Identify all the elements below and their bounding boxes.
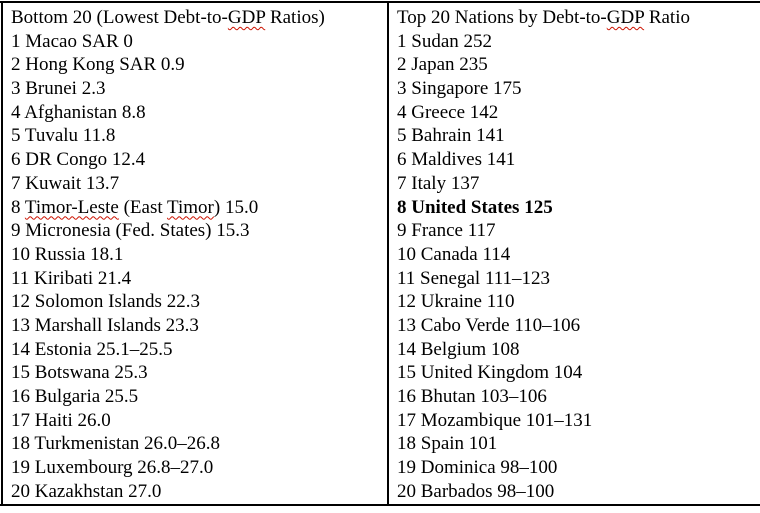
- table-row: 10 Canada 114: [397, 243, 511, 265]
- table-row: 20 Barbados 98–100: [397, 480, 555, 502]
- table-row: 10 Russia 18.1: [11, 243, 124, 265]
- top-20-column: Top 20 Nations by Debt-to-GDP Ratio 1 Sud…: [389, 3, 760, 504]
- table-row: 3 Brunei 2.3: [11, 78, 106, 100]
- table-row: 19 Luxembourg 26.8–27.0: [11, 457, 214, 479]
- table-row: 11 Senegal 111–123: [397, 267, 551, 289]
- table-row: 12 Ukraine 110: [397, 291, 515, 313]
- table-row: 14 Belgium 108: [397, 338, 520, 360]
- spellcheck-underline: GDP: [227, 7, 266, 28]
- table-row: 8 United States 125: [397, 196, 553, 218]
- table-row: 8 Timor-Leste (East Timor) 15.0: [11, 196, 259, 218]
- table-row: 4 Greece 142: [397, 101, 499, 123]
- table-row: 16 Bulgaria 25.5: [11, 386, 139, 407]
- column-header: Top 20 Nations by Debt-to-GDP Ratio: [397, 7, 690, 28]
- table-row: 18 Turkmenistan 26.0–26.8: [11, 433, 221, 455]
- table-row: 7 Kuwait 13.7: [11, 172, 120, 194]
- table-row: 9 France 117: [397, 220, 496, 242]
- table-row: 12 Solomon Islands 22.3: [11, 291, 200, 313]
- table-row: 15 United Kingdom 104: [397, 362, 583, 384]
- bottom-20-column: Bottom 20 (Lowest Debt-to-GDP Ratios) 1 M…: [1, 3, 389, 504]
- table-row: 16 Bhutan 103–106: [397, 386, 547, 407]
- table-row: 11 Kiribati 21.4: [11, 267, 132, 289]
- spellcheck-underline: Timor-Leste: [24, 196, 119, 218]
- table-row: 1 Sudan 252: [397, 30, 492, 52]
- table-row: 5 Tuvalu 11.8: [11, 125, 116, 147]
- table-row: 1 Macao SAR 0: [11, 30, 133, 52]
- table-row: 20 Kazakhstan 27.0: [11, 480, 162, 502]
- table-row: 19 Dominica 98–100: [397, 457, 558, 479]
- table-row: 6 DR Congo 12.4: [11, 149, 146, 171]
- table-row: 5 Bahrain 141: [397, 125, 505, 147]
- table-row: 6 Maldives 141: [397, 149, 516, 171]
- spellcheck-underline: GDP: [606, 7, 645, 28]
- table-row: 3 Singapore 175: [397, 78, 522, 100]
- table-row: 18 Spain 101: [397, 433, 498, 455]
- table-row: 2 Japan 235: [397, 54, 488, 76]
- table-row: 15 Botswana 25.3: [11, 362, 148, 384]
- spellcheck-underline: Timor: [167, 196, 214, 218]
- table-row: 4 Afghanistan 8.8: [11, 101, 146, 123]
- table-row: 7 Italy 137: [397, 172, 480, 194]
- table-row: 9 Micronesia (Fed. States) 15.3: [11, 220, 250, 242]
- column-header: Bottom 20 (Lowest Debt-to-GDP Ratios): [11, 7, 325, 28]
- table-row: 14 Estonia 25.1–25.5: [11, 338, 173, 360]
- table-row: 2 Hong Kong SAR 0.9: [11, 54, 185, 76]
- table-row: 17 Mozambique 101–131: [397, 409, 593, 431]
- table-row: 17 Haiti 26.0: [11, 409, 111, 431]
- table-row: 13 Cabo Verde 110–106: [397, 314, 581, 336]
- table-row: 13 Marshall Islands 23.3: [11, 314, 199, 336]
